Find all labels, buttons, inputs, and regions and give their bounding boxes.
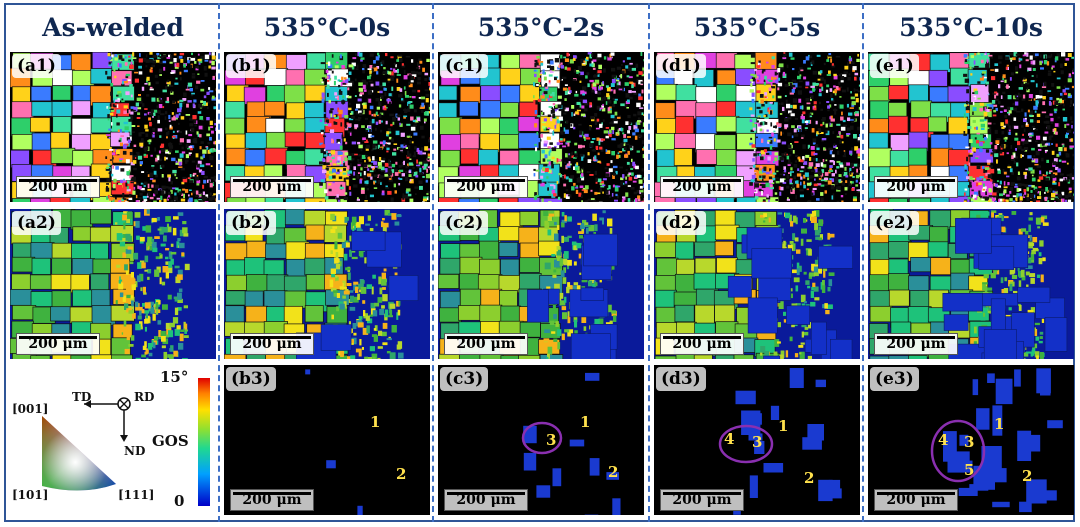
column-title-as-welded: As-welded: [42, 13, 184, 42]
gos-map-panel: (b2) 200 μm: [224, 209, 430, 359]
scale-bar: 200 μm: [230, 333, 314, 355]
grain-number: 3: [752, 433, 763, 451]
dir-001-label: [001]: [12, 402, 49, 416]
gos-map-panel: (c2) 200 μm: [438, 209, 644, 359]
grain-number: 1: [994, 415, 1005, 433]
scale-bar: 200 μm: [874, 489, 958, 511]
grain-number: 2: [608, 463, 619, 481]
grain-number: 4: [938, 431, 949, 449]
panel-label: (b1): [226, 54, 276, 78]
column-divider: [218, 3, 220, 522]
panel-label: (b3): [226, 367, 276, 391]
scale-bar: 200 μm: [444, 176, 528, 198]
gos-max-label: 15°: [160, 368, 189, 386]
column-divider: [862, 3, 864, 522]
grain-number: 1: [580, 413, 591, 431]
gos-map-panel: (e2) 200 μm: [868, 209, 1074, 359]
rd-label: RD: [134, 390, 155, 404]
column-divider: [432, 3, 434, 522]
panel-label: (c2): [440, 211, 489, 235]
micrograph-texture: [305, 369, 363, 515]
column-divider: [648, 3, 650, 522]
scale-bar: 200 μm: [16, 176, 100, 198]
grain-number: 3: [546, 431, 557, 449]
grain-number: 2: [804, 469, 815, 487]
gos-map-panel: (a2) 200 μm: [10, 209, 216, 359]
micrograph-texture: [654, 209, 860, 359]
panel-label: (c1): [440, 54, 489, 78]
panel-label: (a1): [12, 54, 61, 78]
grain-number: 1: [370, 413, 381, 431]
scale-bar: 200 μm: [444, 489, 528, 511]
ipf-map-panel: (d1) 200 μm: [654, 52, 860, 202]
column-title-0s: 535°C-0s: [263, 13, 391, 42]
rex-map-panel: (d3) 4 3 1 2 200 μm: [654, 365, 860, 515]
grain-number: 2: [1022, 467, 1033, 485]
ipf-map-panel: (b1) 200 μm: [224, 52, 430, 202]
column-title-10s: 535°C-10s: [899, 13, 1043, 42]
micrograph-texture: [943, 368, 1063, 513]
panel-label: (d2): [656, 211, 706, 235]
panel-label: (c3): [440, 367, 489, 391]
scale-bar: 200 μm: [660, 333, 744, 355]
highlight-ellipse: [521, 421, 563, 455]
panel-label: (b2): [226, 211, 276, 235]
gos-label: GOS: [152, 432, 189, 450]
scale-bar: 200 μm: [230, 176, 314, 198]
grain-number: 3: [964, 433, 975, 451]
scale-bar: 200 μm: [874, 333, 958, 355]
rex-map-panel: (c3) 3 1 2 200 μm: [438, 365, 644, 515]
panel-label: (e1): [870, 54, 919, 78]
figure-frame: [4, 3, 1075, 522]
highlight-ellipse: [930, 419, 986, 483]
scale-bar: 200 μm: [16, 333, 100, 355]
grain-number: 4: [724, 430, 735, 448]
scale-bar: 200 μm: [874, 176, 958, 198]
gos-map-panel: (d2) 200 μm: [654, 209, 860, 359]
grain-number: 2: [396, 465, 407, 483]
highlight-ellipse: [718, 424, 774, 464]
column-title-2s: 535°C-2s: [477, 13, 605, 42]
dir-111-label: [111]: [118, 488, 155, 502]
dir-101-label: [101]: [12, 488, 49, 502]
panel-label: (d3): [656, 367, 706, 391]
panel-label: (e3): [870, 367, 919, 391]
rex-map-panel: (b3) 1 2 200 μm: [224, 365, 430, 515]
panel-label: (d1): [656, 54, 706, 78]
legend-graphics: [42, 378, 210, 506]
scale-bar: 200 μm: [660, 176, 744, 198]
grain-number: 1: [778, 417, 789, 435]
rex-map-panel: (e3) 4 3 5 1 2 200 μm: [868, 365, 1074, 515]
td-label: TD: [72, 390, 92, 404]
gos-min-label: 0: [174, 492, 185, 510]
scale-bar: 200 μm: [660, 489, 744, 511]
column-title-5s: 535°C-5s: [693, 13, 821, 42]
ipf-map-panel: (c1) 200 μm: [438, 52, 644, 202]
scale-bar: 200 μm: [230, 489, 314, 511]
ipf-map-panel: (a1) 200 μm: [10, 52, 216, 202]
nd-label: ND: [124, 444, 146, 458]
panel-label: (e2): [870, 211, 919, 235]
panel-label: (a2): [12, 211, 61, 235]
scale-bar: 200 μm: [444, 333, 528, 355]
ipf-map-panel: (e1) 200 μm: [868, 52, 1074, 202]
legend: TD RD ND [001] [101] [111] GOS 15° 0: [12, 364, 212, 516]
grain-number: 5: [964, 461, 975, 479]
gos-colorbar: [198, 378, 210, 506]
